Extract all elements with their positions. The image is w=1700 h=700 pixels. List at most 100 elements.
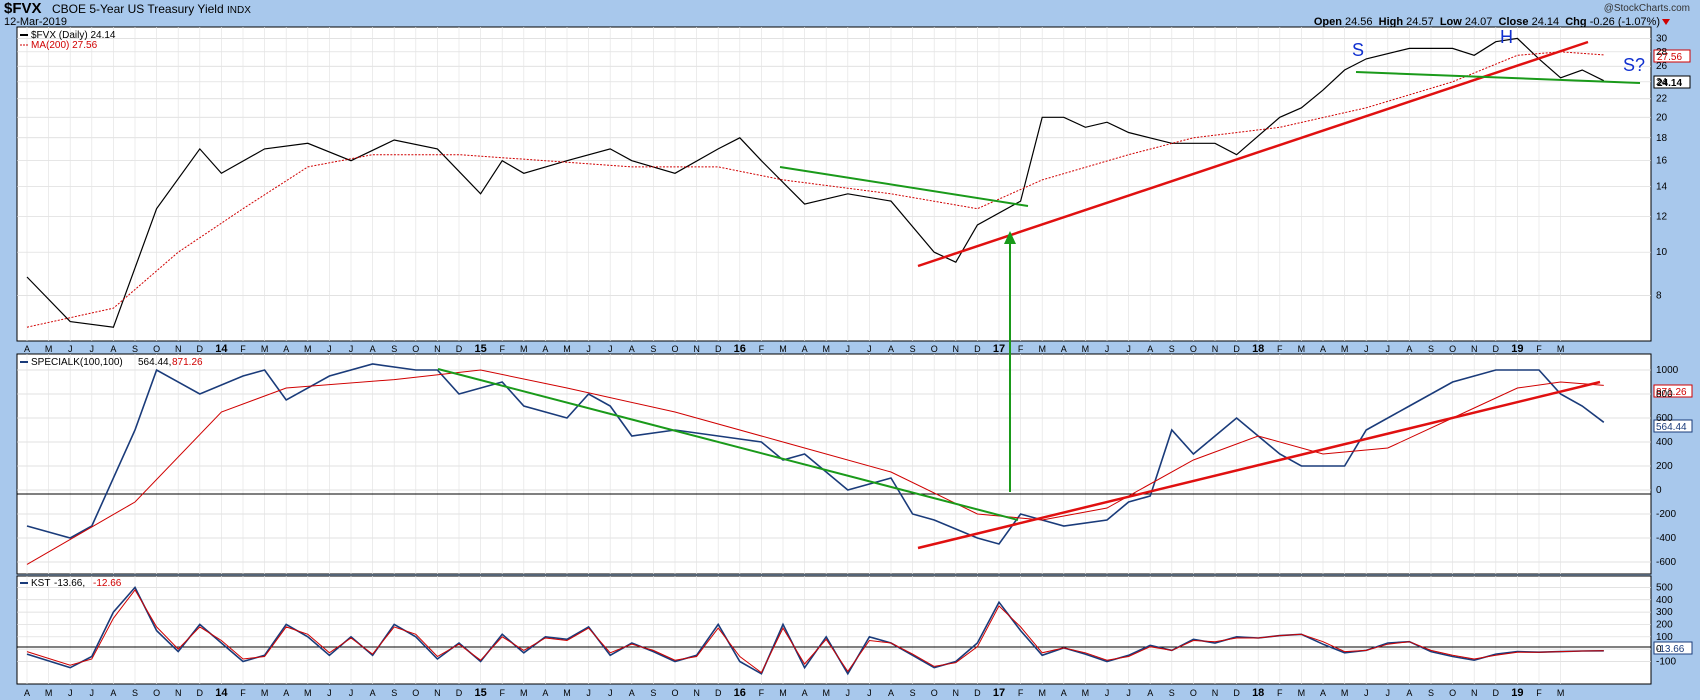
month-label: D <box>1233 688 1240 698</box>
specialk-tick-label: -400 <box>1656 533 1676 544</box>
price-series-signal <box>26 51 1604 328</box>
price-uptrend-line <box>917 40 1589 268</box>
month-label: O <box>671 688 678 698</box>
month-label: D <box>197 344 204 354</box>
month-label: A <box>370 344 376 354</box>
price-legend-series: $FVX (Daily) 24.14 <box>31 30 116 41</box>
kst-series-main <box>26 585 1604 676</box>
month-label: D <box>456 344 463 354</box>
month-label: S <box>1169 688 1175 698</box>
month-axis-bottom: A M J J A S O N D 14 F M A M J J A S O N D 15 F M A M J J A S O N D 16 F M A… <box>24 687 1564 699</box>
month-label: A <box>370 688 376 698</box>
month-label: J <box>1386 688 1391 698</box>
kst-tick-label: 400 <box>1656 595 1673 606</box>
month-label: M <box>520 344 528 354</box>
specialk-tick-label: 800 <box>1656 389 1673 400</box>
month-label: A <box>1061 344 1067 354</box>
month-label: S <box>910 344 916 354</box>
price-tick-label: 18 <box>1656 133 1668 144</box>
month-label: F <box>759 688 765 698</box>
month-label: M <box>520 688 528 698</box>
month-label: D <box>456 688 463 698</box>
month-label: A <box>1147 344 1153 354</box>
s-left-label: S <box>1352 40 1364 60</box>
month-label: J <box>586 688 591 698</box>
specialk-legend-v2: 871.26 <box>172 357 203 368</box>
month-label: M <box>1341 688 1349 698</box>
month-label: S <box>650 344 656 354</box>
price-ma-tag-text: 27.56 <box>1657 52 1682 63</box>
month-label: S <box>1428 344 1434 354</box>
exchange-label: INDX <box>226 5 251 16</box>
month-label: A <box>1406 344 1412 354</box>
chg-label: Chg <box>1565 16 1587 28</box>
kst-panel <box>16 575 1652 685</box>
specialk-legend: SPECIALK(100,100) 564.44, 871.26 <box>20 357 203 368</box>
price-axis: 8 10 12 14 16 18 20 22 24 26 28 30 <box>1656 33 1668 301</box>
month-label: M <box>1082 688 1090 698</box>
chart-header: $FVX CBOE 5-Year US Treasury Yield INDX … <box>0 0 1700 30</box>
month-label: S <box>650 688 656 698</box>
month-axis-middle: A M J J A S O N D 14 F M A M J J A S O N D 15 F M A M J J A S O N D 16 F M A… <box>24 343 1564 355</box>
specialk-axis: -600 -400 -200 0 200 400 600 800 1000 <box>1656 365 1679 568</box>
specialk-tick-label: 0 <box>1656 485 1662 496</box>
month-label: A <box>1147 688 1153 698</box>
month-label: J <box>68 344 73 354</box>
month-label: M <box>304 688 312 698</box>
open-value: 24.56 <box>1345 16 1373 28</box>
month-label: 17 <box>993 343 1005 355</box>
specialk-series-signal <box>26 369 1604 565</box>
month-label: F <box>240 344 246 354</box>
open-label: Open <box>1313 16 1342 28</box>
month-label: A <box>283 344 289 354</box>
month-label: N <box>175 344 182 354</box>
specialk-tick-label: 600 <box>1656 413 1673 424</box>
month-label: J <box>867 688 872 698</box>
quote-line: Open 24.56 High 24.57 Low 24.07 Close 24… <box>1314 16 1660 28</box>
high-value: 24.57 <box>1406 16 1434 28</box>
month-label: M <box>1341 344 1349 354</box>
month-label: M <box>563 688 571 698</box>
kst-gridlines <box>17 576 1651 684</box>
month-label: M <box>1557 688 1565 698</box>
month-label: 15 <box>474 343 486 355</box>
specialk-legend-v1: 564.44, <box>138 357 171 368</box>
month-label: N <box>953 688 960 698</box>
month-label: N <box>953 344 960 354</box>
month-label: M <box>1082 344 1090 354</box>
low-value: 24.07 <box>1464 16 1493 28</box>
month-label: J <box>1386 344 1391 354</box>
month-label: J <box>1126 344 1131 354</box>
month-label: M <box>1038 344 1046 354</box>
month-label: S <box>391 688 397 698</box>
month-label: F <box>1277 688 1283 698</box>
month-label: N <box>1212 688 1219 698</box>
kst-series-signal <box>26 589 1604 674</box>
chg-down-icon <box>1662 19 1670 25</box>
month-label: N <box>175 688 182 698</box>
kst-tick-label: 100 <box>1656 632 1673 643</box>
price-tick-label: 24 <box>1656 77 1668 88</box>
kst-tick-label: 0 <box>1656 644 1662 655</box>
price-tick-label: 20 <box>1656 112 1668 123</box>
month-label: S <box>1428 688 1434 698</box>
price-legend-ma: MA(200) 27.56 <box>31 40 98 51</box>
kst-legend-v1: -13.66, <box>54 578 85 589</box>
specialk-last-tag: 564.44 <box>1653 419 1693 433</box>
month-label: M <box>45 688 53 698</box>
month-label: S <box>1169 344 1175 354</box>
kst-legend: KST -13.66, -12.66 <box>20 578 122 589</box>
s-right-label: S? <box>1623 55 1645 75</box>
month-label: N <box>434 344 441 354</box>
kst-legend-name: KST <box>31 578 50 589</box>
month-label: S <box>391 344 397 354</box>
month-label: J <box>1126 688 1131 698</box>
month-label: N <box>693 688 700 698</box>
month-label: S <box>132 688 138 698</box>
month-label: D <box>715 344 722 354</box>
month-label: S <box>132 344 138 354</box>
month-label: A <box>888 344 894 354</box>
month-label: F <box>1277 344 1283 354</box>
kst-last-tag: -13.66 <box>1653 641 1693 655</box>
